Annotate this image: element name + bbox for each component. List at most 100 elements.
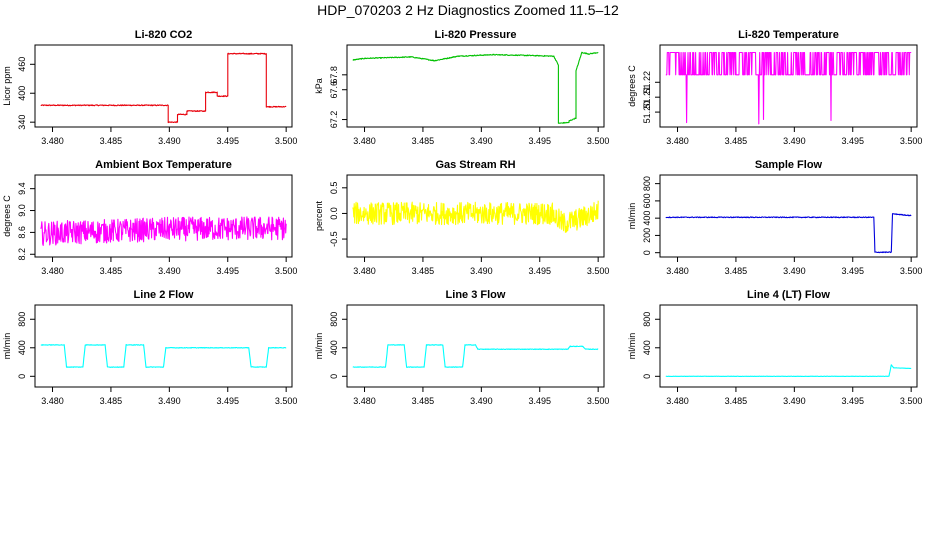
series-line xyxy=(352,51,599,124)
y-tick-label: 0 xyxy=(329,374,339,379)
x-tick-label: 3.500 xyxy=(275,396,298,406)
chart-title: Gas Stream RH xyxy=(435,159,515,171)
x-tick-label: 3.495 xyxy=(528,396,551,406)
x-tick-label: 3.495 xyxy=(216,396,239,406)
x-tick-label: 3.490 xyxy=(470,136,493,146)
series-line xyxy=(665,364,912,377)
chart-panel-2: Li-820 Pressure kPa 3.480 3.485 3.490 3.495 3.… xyxy=(314,29,609,146)
y-tick-label: 400 xyxy=(17,340,27,355)
x-tick-label: 3.500 xyxy=(275,136,298,146)
x-tick-label: 3.490 xyxy=(783,136,806,146)
y-tick-label: 8.6 xyxy=(17,226,27,239)
x-tick-label: 3.480 xyxy=(666,136,689,146)
x-tick-label: 3.495 xyxy=(216,266,239,276)
y-axis-label: degrees C xyxy=(2,195,12,237)
chart-panel-6: Sample Flow ml/min 3.480 3.485 3.490 3.495 3.5… xyxy=(627,159,922,276)
x-tick-label: 3.485 xyxy=(412,136,435,146)
plot-frame xyxy=(659,44,918,128)
x-tick-label: 3.490 xyxy=(783,266,806,276)
x-tick-label: 3.480 xyxy=(41,396,64,406)
x-tick-label: 3.495 xyxy=(528,266,551,276)
x-tick-label: 3.480 xyxy=(353,396,376,406)
plot-frame xyxy=(346,174,605,258)
x-tick-label: 3.480 xyxy=(666,266,689,276)
y-tick-label: 9.4 xyxy=(17,182,27,195)
plot-frame xyxy=(346,44,605,128)
x-tick-label: 3.485 xyxy=(725,136,748,146)
x-tick-label: 3.495 xyxy=(841,136,864,146)
series-line xyxy=(665,51,912,125)
x-tick-label: 3.485 xyxy=(725,396,748,406)
series-line xyxy=(352,200,599,233)
y-tick-label: 51.21 xyxy=(642,86,652,109)
plot-frame xyxy=(659,174,918,258)
y-axis-label: ml/min xyxy=(314,333,324,360)
plot-frame xyxy=(34,174,293,258)
chart-panel-5: Gas Stream RH percent 3.480 3.485 3.490 3.495… xyxy=(314,159,609,276)
x-tick-label: 3.485 xyxy=(100,136,123,146)
y-tick-label: 67.8 xyxy=(329,66,339,84)
x-tick-label: 3.500 xyxy=(900,136,923,146)
chart-title: Ambient Box Temperature xyxy=(95,159,232,171)
chart-title: Line 2 Flow xyxy=(134,289,194,301)
plot-frame xyxy=(34,304,293,388)
chart-panel-1: Li-820 CO2 Licor ppm 3.480 3.485 3.490 3.495 3… xyxy=(2,29,297,146)
y-tick-label: 8.2 xyxy=(17,248,27,261)
y-tick-label: 51.20 xyxy=(642,101,652,124)
chart-panel-4: Ambient Box Temperature degrees C 3.480 3.4… xyxy=(2,159,297,276)
y-axis-label: ml/min xyxy=(627,333,637,360)
y-tick-label: 800 xyxy=(642,176,652,191)
x-tick-label: 3.490 xyxy=(470,396,493,406)
y-tick-label: 0 xyxy=(17,374,27,379)
x-tick-label: 3.495 xyxy=(216,136,239,146)
x-tick-label: 3.485 xyxy=(725,266,748,276)
x-tick-label: 3.490 xyxy=(158,136,181,146)
y-tick-label: 51.22 xyxy=(642,71,652,94)
plot-frame xyxy=(346,304,605,388)
x-tick-label: 3.500 xyxy=(587,136,610,146)
y-tick-label: 0.0 xyxy=(329,207,339,220)
x-tick-label: 3.495 xyxy=(528,136,551,146)
y-tick-label: 200 xyxy=(642,228,652,243)
y-tick-label: 400 xyxy=(329,340,339,355)
chart-title: Line 3 Flow xyxy=(446,289,506,301)
y-tick-label: 400 xyxy=(642,211,652,226)
y-tick-label: 400 xyxy=(17,86,27,101)
x-tick-label: 3.500 xyxy=(275,266,298,276)
y-tick-label: 67.6 xyxy=(329,81,339,99)
chart-panel-7: Line 2 Flow ml/min 3.480 3.485 3.490 3.495 3.5… xyxy=(2,289,297,406)
y-axis-label: degrees C xyxy=(627,65,637,107)
x-tick-label: 3.495 xyxy=(841,396,864,406)
y-axis-label: ml/min xyxy=(2,333,12,360)
y-tick-label: 800 xyxy=(17,312,27,327)
x-tick-label: 3.490 xyxy=(158,266,181,276)
figure-title: HDP_070203 2 Hz Diagnostics Zoomed 11.5–… xyxy=(317,2,619,18)
y-tick-label: 800 xyxy=(642,312,652,327)
y-tick-label: -0.5 xyxy=(329,231,339,247)
x-tick-label: 3.485 xyxy=(100,266,123,276)
y-tick-label: 9.0 xyxy=(17,204,27,217)
y-tick-label: 0 xyxy=(642,374,652,379)
y-tick-label: 400 xyxy=(642,340,652,355)
x-tick-label: 3.480 xyxy=(666,396,689,406)
y-tick-label: 67.2 xyxy=(329,111,339,129)
chart-title: Li-820 CO2 xyxy=(135,29,192,41)
y-axis-label: percent xyxy=(314,200,324,231)
y-axis-label: Licor ppm xyxy=(2,66,12,106)
x-tick-label: 3.490 xyxy=(470,266,493,276)
x-tick-label: 3.485 xyxy=(412,396,435,406)
x-tick-label: 3.480 xyxy=(41,136,64,146)
x-tick-label: 3.500 xyxy=(900,396,923,406)
x-tick-label: 3.500 xyxy=(900,266,923,276)
plot-frame xyxy=(34,44,293,128)
series-line xyxy=(40,52,287,124)
series-line xyxy=(40,216,287,246)
x-tick-label: 3.480 xyxy=(41,266,64,276)
y-tick-label: 0.5 xyxy=(329,182,339,195)
series-line xyxy=(665,213,912,254)
y-axis-label: ml/min xyxy=(627,203,637,230)
plot-frame xyxy=(659,304,918,388)
chart-panel-3: Li-820 Temperature degrees C 3.480 3.485 3.4… xyxy=(627,29,922,146)
y-axis-label: kPa xyxy=(314,78,324,94)
y-tick-label: 0 xyxy=(642,250,652,255)
